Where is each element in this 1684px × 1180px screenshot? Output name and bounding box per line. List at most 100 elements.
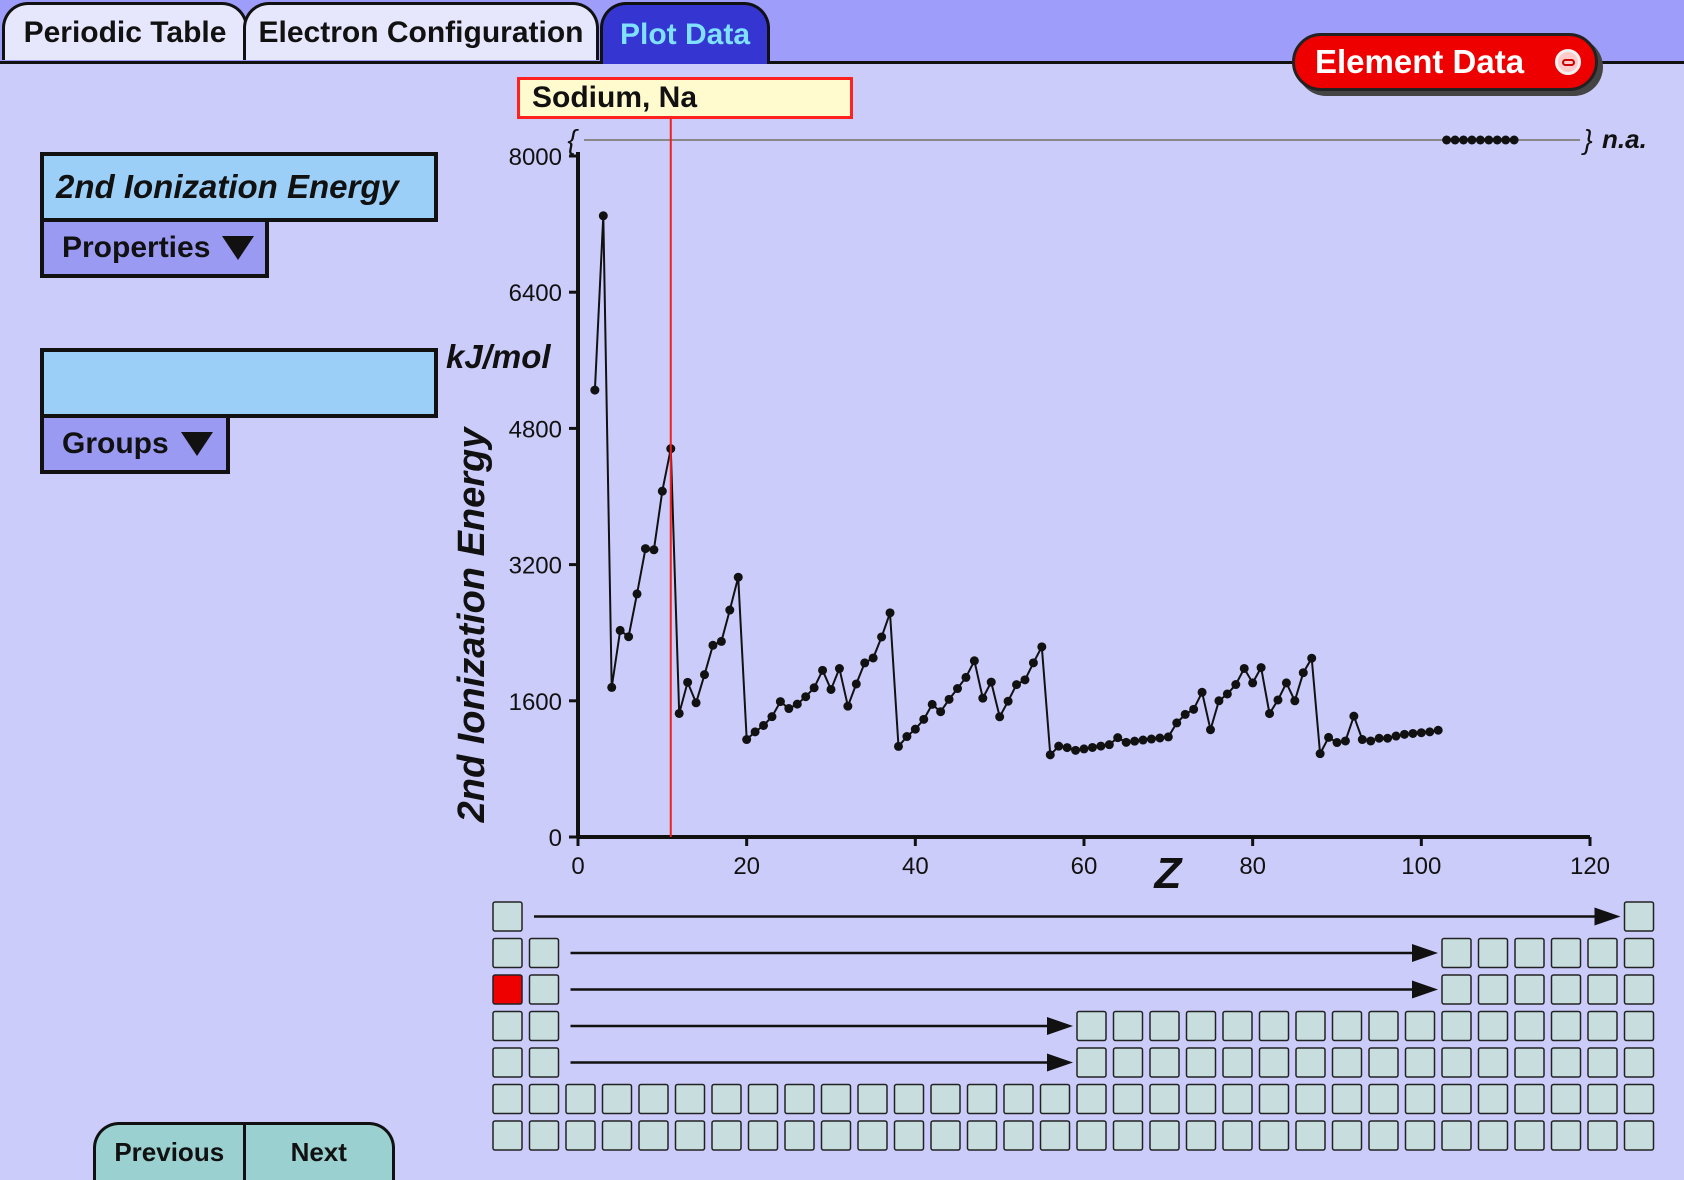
element-cell[interactable] [492,1010,523,1042]
element-cell[interactable] [492,937,523,969]
element-cell[interactable] [1441,1083,1472,1115]
tab-periodic-table[interactable]: Periodic Table [2,2,248,60]
element-cell[interactable] [820,1120,852,1151]
tab-plot-data[interactable]: Plot Data [600,2,770,64]
element-cell[interactable] [1550,1010,1582,1042]
element-cell[interactable] [1623,1120,1655,1151]
element-cell[interactable] [1477,1083,1509,1115]
element-cell[interactable] [930,1120,961,1151]
element-cell[interactable] [1623,1010,1655,1042]
element-cell[interactable] [1623,974,1655,1005]
element-cell[interactable] [1258,1010,1290,1042]
element-cell[interactable] [784,1083,815,1115]
element-cell[interactable] [1112,1120,1144,1151]
element-cell[interactable] [1039,1083,1071,1115]
element-cell[interactable] [565,1120,596,1151]
element-cell[interactable] [1222,1083,1253,1115]
element-cell[interactable] [1550,937,1582,969]
element-cell[interactable] [1076,1010,1107,1042]
element-cell[interactable] [747,1083,779,1115]
element-cell[interactable] [492,1120,523,1151]
element-cell[interactable] [1185,1083,1217,1115]
element-cell[interactable] [711,1120,742,1151]
properties-dropdown[interactable]: Properties [40,218,269,278]
element-cell[interactable] [1149,1120,1180,1151]
element-cell[interactable] [930,1083,961,1115]
element-cell[interactable] [1295,1047,1326,1078]
element-data-button[interactable]: Element Data [1292,33,1598,91]
element-cell[interactable] [857,1083,888,1115]
next-button[interactable]: Next [290,1137,347,1167]
element-cell[interactable] [1185,1120,1217,1151]
element-cell[interactable] [1404,1010,1436,1042]
element-cell[interactable] [1258,1120,1290,1151]
element-cell[interactable] [1514,1120,1545,1151]
element-cell[interactable] [638,1120,669,1151]
element-cell[interactable] [1441,1010,1472,1042]
element-cell[interactable] [1149,1047,1180,1078]
element-cell[interactable] [601,1083,633,1115]
element-cell[interactable] [1331,1083,1363,1115]
element-cell[interactable] [1295,1083,1326,1115]
element-cell[interactable] [1076,1120,1107,1151]
element-cell[interactable] [1003,1083,1034,1115]
element-cell[interactable] [1550,1083,1582,1115]
element-cell[interactable] [747,1120,779,1151]
element-cell[interactable] [1477,1120,1509,1151]
element-cell[interactable] [638,1083,669,1115]
element-cell[interactable] [1258,1047,1290,1078]
element-cell[interactable] [1039,1120,1071,1151]
element-cell[interactable] [601,1120,633,1151]
element-cell[interactable] [1587,1120,1618,1151]
element-cell[interactable] [1623,901,1655,932]
element-cell[interactable] [1003,1120,1034,1151]
element-cell[interactable] [1477,937,1509,969]
element-cell[interactable] [1587,1083,1618,1115]
element-cell[interactable] [492,1083,523,1115]
element-cell[interactable] [1623,1083,1655,1115]
element-cell[interactable] [893,1120,925,1151]
element-cell[interactable] [820,1083,852,1115]
previous-button[interactable]: Previous [96,1125,246,1180]
element-cell[interactable] [1477,1010,1509,1042]
element-cell[interactable] [1550,974,1582,1005]
element-cell[interactable] [528,1010,560,1042]
element-cell[interactable] [1368,1120,1399,1151]
element-cell[interactable] [492,901,523,932]
element-cell[interactable] [1222,1047,1253,1078]
element-cell[interactable] [1076,1047,1107,1078]
tab-electron-configuration[interactable]: Electron Configuration [243,2,599,60]
element-cell[interactable] [1331,1010,1363,1042]
element-cell[interactable] [1185,1010,1217,1042]
element-cell[interactable] [1112,1083,1144,1115]
element-cell[interactable] [1514,1083,1545,1115]
element-cell[interactable] [528,1083,560,1115]
element-cell[interactable] [1222,1010,1253,1042]
element-cell[interactable] [1477,974,1509,1005]
element-cell[interactable] [1404,1120,1436,1151]
groups-dropdown[interactable]: Groups [40,414,230,474]
element-cell[interactable] [674,1083,706,1115]
element-cell[interactable] [1149,1083,1180,1115]
element-cell[interactable] [1587,1010,1618,1042]
element-cell[interactable] [1368,1083,1399,1115]
element-cell[interactable] [784,1120,815,1151]
element-cell[interactable] [1623,1047,1655,1078]
element-cell[interactable] [1477,1047,1509,1078]
element-cell[interactable] [1112,1047,1144,1078]
element-cell[interactable] [528,937,560,969]
element-cell[interactable] [492,974,523,1005]
element-cell[interactable] [1441,1047,1472,1078]
element-cell[interactable] [966,1083,998,1115]
element-cell[interactable] [966,1120,998,1151]
element-cell[interactable] [1258,1083,1290,1115]
element-cell[interactable] [893,1083,925,1115]
element-cell[interactable] [1404,1047,1436,1078]
element-cell[interactable] [1076,1083,1107,1115]
element-cell[interactable] [1550,1047,1582,1078]
element-cell[interactable] [1623,937,1655,969]
element-cell[interactable] [1514,937,1545,969]
element-cell[interactable] [1514,974,1545,1005]
element-cell[interactable] [492,1047,523,1078]
element-cell[interactable] [1295,1120,1326,1151]
